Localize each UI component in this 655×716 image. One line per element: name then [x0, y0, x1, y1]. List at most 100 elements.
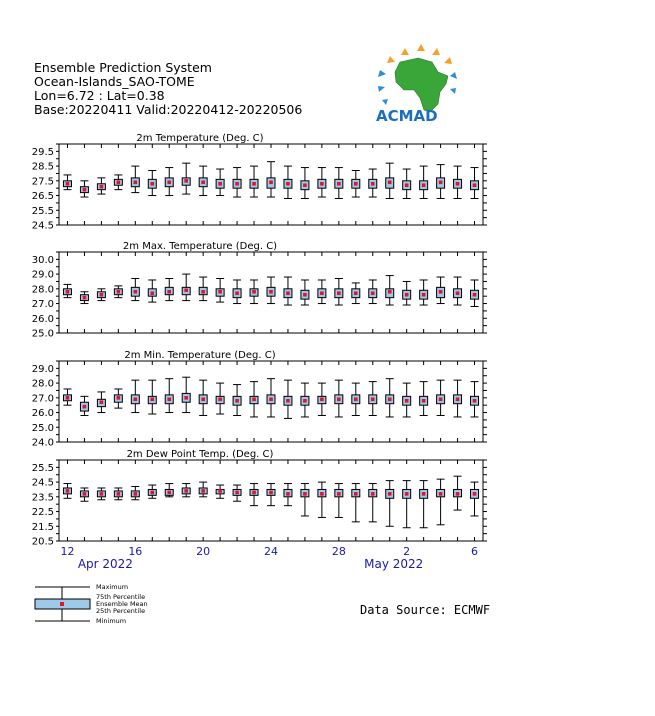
box-6 [147, 170, 157, 197]
mean-marker [65, 181, 70, 186]
box-14 [283, 483, 293, 507]
mean-marker [387, 289, 392, 294]
box-1 [62, 388, 72, 406]
box-3 [96, 391, 106, 414]
x-tick-label: 6 [471, 545, 478, 558]
mean-marker [150, 181, 155, 186]
mean-marker [320, 397, 324, 402]
mean-marker [218, 289, 222, 294]
data-source: Data Source: ECMWF [360, 603, 490, 617]
box-18 [351, 382, 361, 416]
mean-marker [235, 398, 239, 403]
mean-marker [235, 490, 239, 495]
mean-marker [421, 492, 426, 496]
y-tick-label: 29.0 [32, 270, 54, 281]
mean-marker [167, 490, 172, 495]
box-19 [368, 168, 378, 198]
mean-marker [218, 181, 222, 186]
y-tick-label: 29.5 [32, 147, 54, 158]
mean-marker [201, 289, 205, 294]
box-16 [317, 279, 327, 305]
box-9 [198, 276, 208, 302]
box-21 [402, 168, 412, 199]
box-13 [266, 483, 276, 507]
mean-marker [472, 398, 477, 403]
y-tick-label: 26.0 [32, 408, 54, 419]
box-8 [181, 376, 191, 414]
box-2 [79, 487, 89, 502]
box-16 [317, 481, 327, 518]
mean-marker [286, 398, 290, 403]
mean-marker [167, 397, 172, 402]
mean-marker [303, 492, 307, 496]
box-10 [215, 484, 225, 499]
mean-marker [116, 289, 121, 294]
y-tick-label: 25.5 [32, 463, 54, 474]
box-8 [181, 162, 191, 195]
mean-marker [320, 181, 324, 186]
box-20 [385, 275, 395, 306]
box-23 [436, 164, 446, 199]
legend-p25-label: 25th Percentile [96, 607, 145, 615]
legend-minimum-label: Minimum [96, 617, 126, 625]
box-12 [249, 483, 259, 507]
mean-marker [65, 289, 70, 294]
box-17 [334, 278, 344, 306]
box-19 [368, 279, 378, 305]
mean-marker [370, 492, 375, 496]
x-tick-label: 12 [60, 545, 74, 558]
box-20 [385, 162, 395, 199]
mean-marker [438, 180, 443, 185]
mean-marker [201, 397, 205, 402]
mean-marker [235, 291, 239, 296]
y-tick-label: 20.5 [32, 537, 54, 548]
mean-marker [252, 289, 256, 294]
mean-marker [269, 289, 273, 294]
mean-marker [387, 492, 392, 496]
mean-marker [269, 490, 273, 495]
box-9 [198, 165, 208, 197]
y-tick-label: 29.0 [32, 364, 54, 375]
box-25 [470, 167, 480, 199]
box-18 [351, 170, 361, 198]
mean-marker [320, 291, 324, 296]
mean-marker [184, 288, 188, 293]
box-4 [113, 388, 123, 409]
box-7 [164, 483, 174, 498]
y-tick-label: 28.0 [32, 379, 54, 390]
mean-marker [455, 291, 460, 296]
mean-marker [82, 404, 87, 409]
mean-marker [133, 289, 138, 294]
y-tick-label: 26.5 [32, 191, 54, 202]
legend-p75-label: 75th Percentile [96, 593, 145, 601]
africa-map-icon [394, 57, 449, 113]
mean-marker [354, 397, 358, 402]
mean-marker [286, 291, 290, 296]
box-11 [232, 484, 242, 502]
mean-marker [252, 397, 256, 402]
box-24 [453, 475, 463, 511]
mean-marker [455, 492, 460, 496]
panel-title: 2m Min. Temperature (Deg. C) [124, 350, 275, 361]
box-2 [79, 180, 89, 198]
box-15 [300, 279, 310, 306]
mean-marker [235, 181, 239, 186]
box-13 [266, 276, 276, 305]
mean-marker [99, 292, 104, 297]
legend-mean-label: Ensemble Mean [96, 600, 148, 608]
box-1 [62, 283, 72, 299]
panel-3: 2m Min. Temperature (Deg. C) 29.0 28.0 27.0… [32, 350, 487, 449]
mean-marker [370, 181, 375, 186]
mean-marker [303, 292, 307, 297]
box-24 [453, 276, 463, 306]
mean-marker [167, 289, 172, 294]
panel-title: 2m Temperature (Deg. C) [136, 133, 263, 144]
mean-marker [438, 289, 443, 294]
acmad-logo: ACMAD [376, 44, 457, 125]
box-11 [232, 167, 242, 198]
box-11 [232, 384, 242, 416]
mean-marker [133, 180, 138, 185]
mean-marker [269, 180, 273, 185]
box-19 [368, 483, 378, 523]
y-tick-label: 30.0 [32, 255, 54, 266]
